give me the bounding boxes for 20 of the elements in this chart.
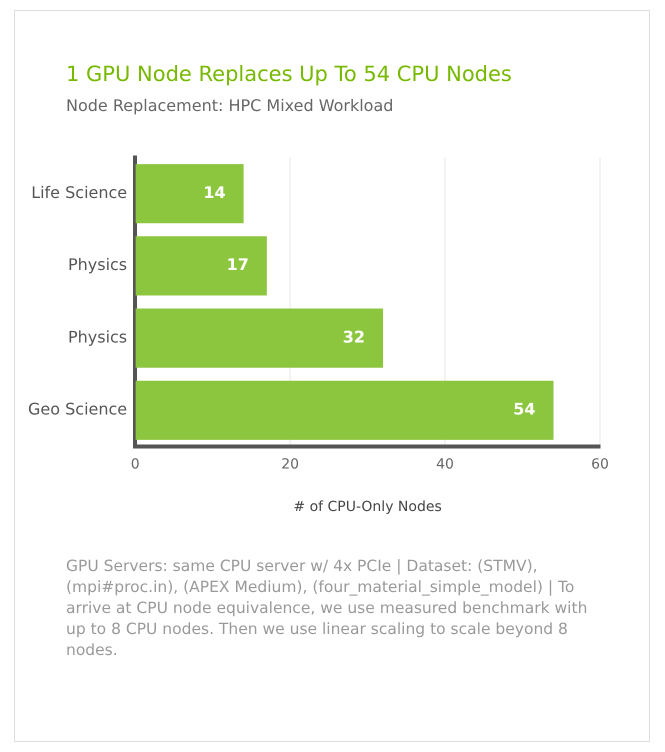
chart-title: 1 GPU Node Replaces Up To 54 CPU Nodes bbox=[66, 62, 512, 86]
bar bbox=[136, 236, 267, 296]
x-tick-label: 20 bbox=[281, 456, 300, 472]
y-tick-label: Physics bbox=[68, 255, 128, 274]
data-label: 32 bbox=[342, 327, 366, 346]
x-tick-label: 0 bbox=[130, 456, 140, 472]
y-tick-label: Life Science bbox=[31, 182, 128, 202]
x-tick-label: 40 bbox=[436, 456, 454, 472]
data-label: 14 bbox=[203, 182, 226, 202]
data-label: 17 bbox=[226, 255, 249, 274]
x-tick-label: 60 bbox=[591, 456, 609, 472]
y-tick-label: Geo Science bbox=[28, 399, 128, 418]
chart-subtitle: Node Replacement: HPC Mixed Workload bbox=[66, 96, 394, 115]
data-label: 54 bbox=[513, 399, 536, 418]
bar bbox=[136, 164, 244, 224]
x-axis-title: # of CPU-Only Nodes bbox=[293, 499, 442, 516]
bar bbox=[136, 380, 554, 440]
text: GPU Servers: same CPU server w/ 4x PCIe | Dataset: (STMV), (mpi#proc.in), (APEX Medium), (four_material_simple_model) | To arrive at CPU node equivalence, we use measured benchmark with up to 8 CPU nodes. Then we use linear scaling to scale beyond 8 nodes. bbox=[66, 556, 588, 661]
bar bbox=[136, 308, 384, 368]
y-tick-label: Physics bbox=[68, 327, 128, 346]
